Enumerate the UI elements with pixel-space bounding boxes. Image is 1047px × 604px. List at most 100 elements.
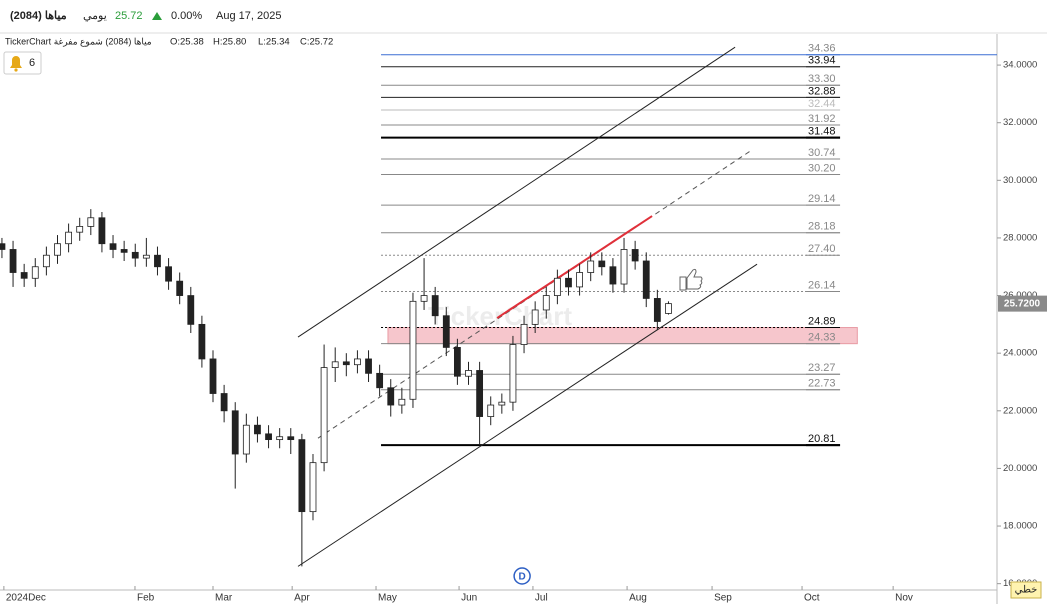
x-tick-label: Apr xyxy=(294,593,310,604)
candle-body xyxy=(487,404,495,417)
candle-body xyxy=(453,347,461,377)
candle-body xyxy=(642,260,650,299)
level-label: 34.36 xyxy=(808,43,836,55)
y-tick-label: 34.0000 xyxy=(1003,60,1037,71)
candle-body xyxy=(520,323,528,345)
chart-style-button[interactable]: خطي xyxy=(1010,581,1042,599)
candle-body xyxy=(276,436,284,441)
candle-body xyxy=(142,254,150,259)
candle-body xyxy=(442,315,450,348)
candle-body xyxy=(509,344,517,403)
y-tick-label: 26.0000 xyxy=(1003,290,1037,301)
alerts-count: 6 xyxy=(29,57,35,69)
candle-body xyxy=(9,249,17,273)
bell-icon xyxy=(10,56,22,68)
plot: TickerChart34.000032.000030.000028.00002… xyxy=(0,43,1037,604)
last-price-tag xyxy=(998,295,1047,312)
event-marker xyxy=(513,567,531,585)
x-tick-label: 2024Dec xyxy=(6,593,46,604)
level-label: 24.89 xyxy=(808,315,836,327)
y-tick-label: 24.0000 xyxy=(1003,348,1037,359)
x-tick-label: Feb xyxy=(137,593,155,604)
y-tick-label: 22.0000 xyxy=(1003,405,1037,416)
legend-close: C:25.72 xyxy=(300,37,333,48)
x-tick-label: Sep xyxy=(714,593,732,604)
period[interactable]: يومي xyxy=(83,10,107,22)
candle-body xyxy=(609,266,617,285)
level-label: 29.14 xyxy=(808,193,836,205)
candle-body xyxy=(176,280,184,296)
alerts-box[interactable] xyxy=(3,51,42,75)
y-tick-label: 20.0000 xyxy=(1003,463,1037,474)
level-label: 23.27 xyxy=(808,362,836,374)
candle-body xyxy=(31,266,39,279)
candle-body xyxy=(542,295,550,311)
candle-body xyxy=(42,254,50,268)
candle-body xyxy=(409,300,417,400)
trendline xyxy=(317,149,753,439)
legend-high: H:25.80 xyxy=(213,37,246,48)
candle-body xyxy=(498,401,506,406)
candle-body xyxy=(131,251,139,259)
candle-body xyxy=(431,295,439,317)
candle-body xyxy=(187,295,195,325)
up-arrow xyxy=(152,12,162,20)
level-label: 30.74 xyxy=(808,147,836,159)
candle-body xyxy=(76,226,84,233)
alerts-button[interactable]: 6 xyxy=(3,51,42,75)
candle-body xyxy=(476,370,484,417)
candle-body xyxy=(154,254,161,268)
chart-style-box[interactable] xyxy=(1010,581,1042,599)
x-tick-label: Aug xyxy=(629,593,647,604)
candle-body xyxy=(365,358,372,374)
x-tick-label: Jun xyxy=(461,593,477,604)
x-tick-label: Mar xyxy=(215,593,233,604)
level-label: 30.20 xyxy=(808,162,836,174)
header-bar: مياها (2084) يومي 25.72 0.00% Aug 17, 20… xyxy=(0,10,1047,34)
candle-body xyxy=(354,358,361,366)
candle-body xyxy=(309,462,317,513)
candle-body xyxy=(342,361,350,366)
thumbs-up-icon xyxy=(679,268,703,291)
trendline xyxy=(297,46,736,338)
candle-body xyxy=(331,361,339,368)
x-tick-label: Nov xyxy=(895,593,913,604)
bell-clapper xyxy=(14,68,18,72)
level-label: 27.40 xyxy=(808,243,836,255)
y-tick-label: 30.0000 xyxy=(1003,175,1037,186)
candle-body xyxy=(165,266,172,282)
candle-body xyxy=(120,249,128,253)
candle-body xyxy=(20,272,28,279)
candle-body xyxy=(553,277,561,296)
level-label: 20.81 xyxy=(808,433,836,445)
candle-body xyxy=(65,231,72,245)
y-tick-label: 32.0000 xyxy=(1003,117,1037,128)
candle-body xyxy=(265,433,272,441)
level-label: 32.44 xyxy=(808,98,836,110)
event-label: D xyxy=(518,572,525,583)
level-label: 33.94 xyxy=(808,55,836,67)
symbol[interactable]: مياها (2084) xyxy=(10,10,67,22)
candle-body xyxy=(198,323,206,360)
candle-body xyxy=(620,249,628,285)
legend-open: O:25.38 xyxy=(170,37,204,48)
level-label: 26.14 xyxy=(808,279,836,291)
candle-body xyxy=(231,410,239,455)
level-label: 31.48 xyxy=(808,126,836,138)
candle-body xyxy=(0,243,6,250)
candle-body xyxy=(220,393,228,412)
trendline xyxy=(297,263,758,567)
price: 25.72 xyxy=(115,10,143,22)
last-price-label: 25.7200 xyxy=(1004,298,1041,309)
candle-body xyxy=(531,309,539,325)
level-label: 28.18 xyxy=(808,221,836,233)
level-label: 22.73 xyxy=(808,378,836,390)
candle-body xyxy=(254,424,261,435)
candle-body xyxy=(587,260,595,273)
candle-body xyxy=(398,398,406,406)
chart-style-label: خطي xyxy=(1015,585,1038,596)
x-tick-label: May xyxy=(378,593,397,604)
level-label: 32.88 xyxy=(808,85,836,97)
candle-body xyxy=(298,439,306,513)
